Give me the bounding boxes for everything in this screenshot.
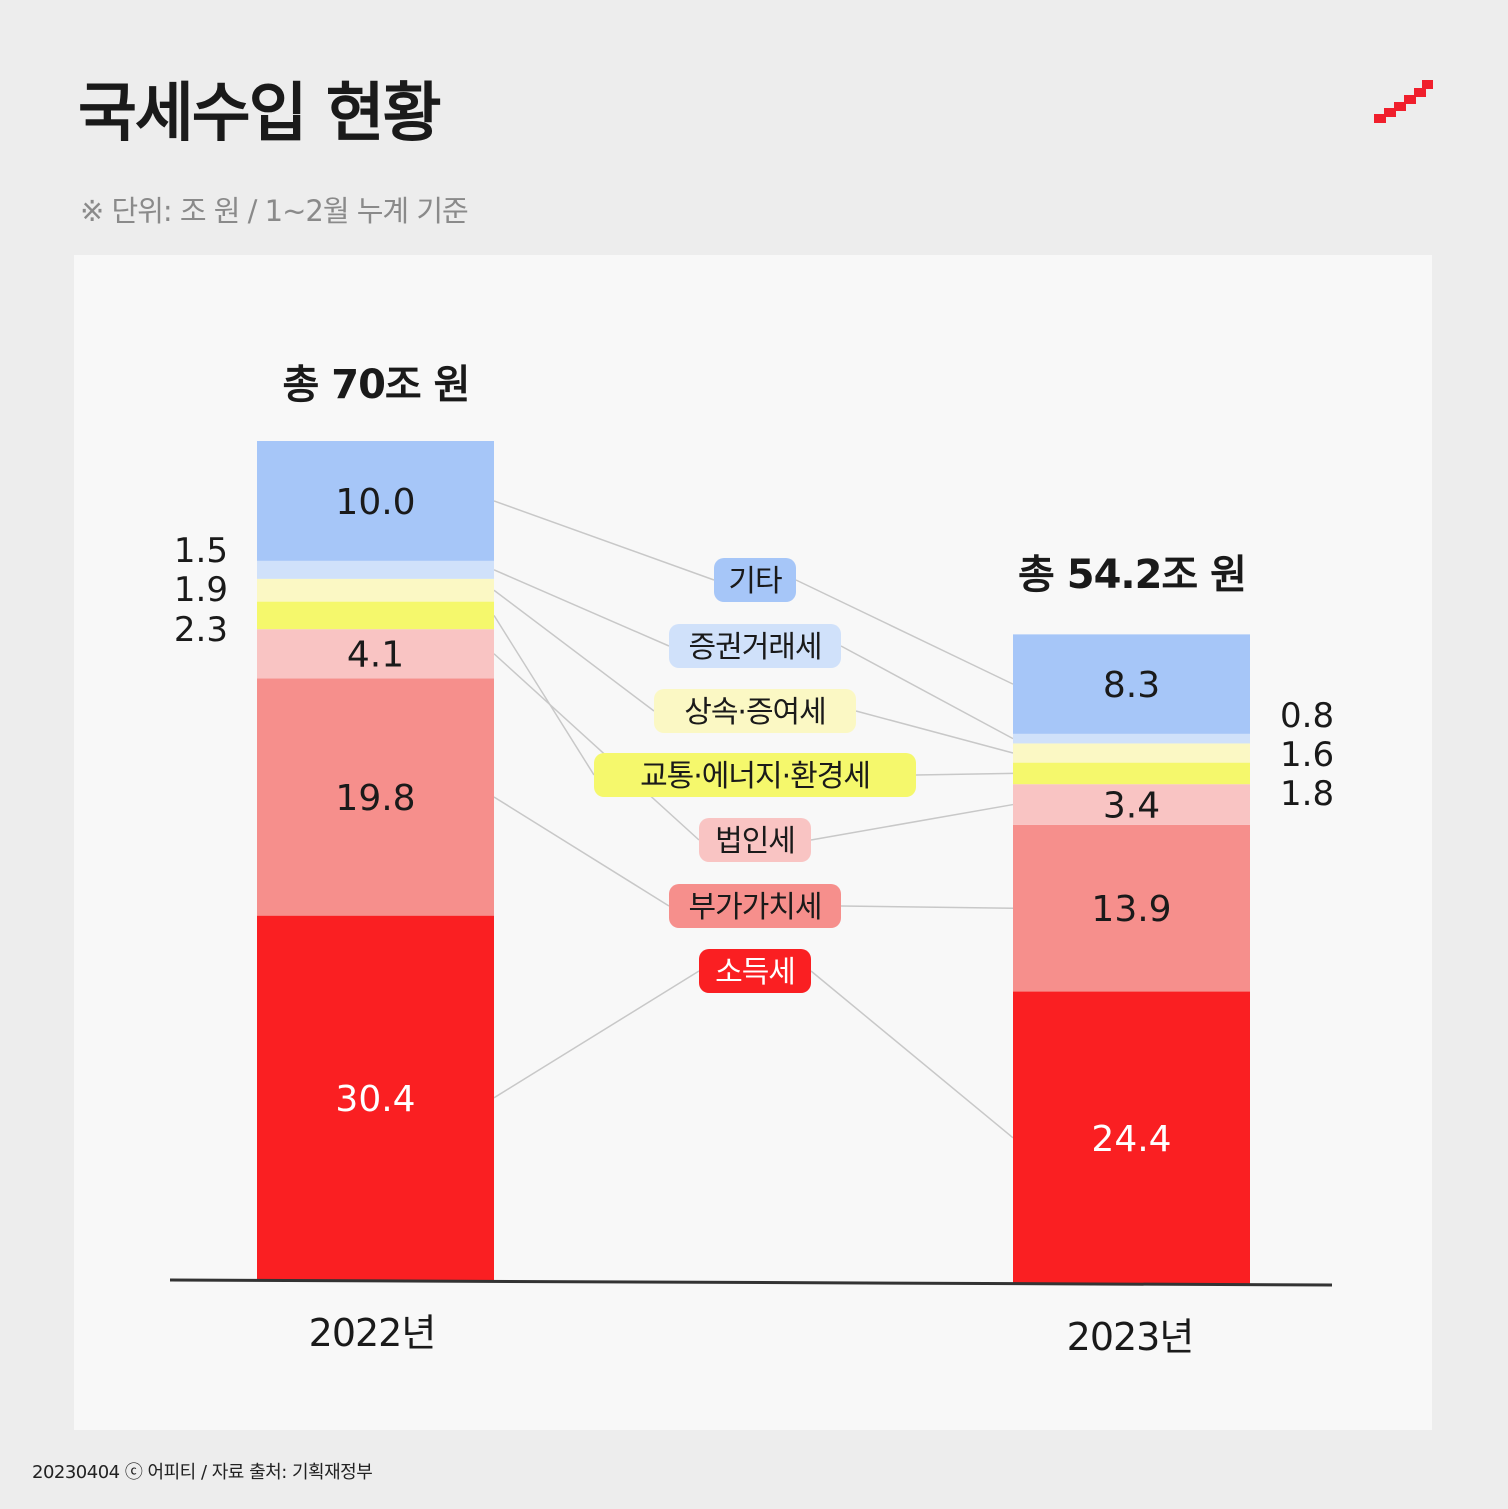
bar-segment-2023-4 [1013,743,1250,763]
connector-left-5 [493,569,670,647]
legend-pill-2 [699,818,811,862]
total-2023: 총 54.2조 원 [1018,552,1246,598]
connector-left-2 [493,653,700,841]
legend-pill-4 [654,689,856,733]
x-tick-2023: 2023년 [1067,1315,1194,1359]
connector-right-4 [855,710,1014,754]
legend-label-2: 법인세 [715,824,795,859]
value-label-2022-2: 4.1 [347,635,404,676]
bar-segment-2023-0 [1013,991,1250,1284]
connector-left-6 [493,500,715,581]
bar-segment-2022-3 [257,601,494,630]
connector-right-5 [840,645,1014,740]
value-labels: 30.4 19.8 4.1 10.0 24.4 13.9 3.4 8.3 1.51.92.3 0.… [174,482,1334,1160]
legend-pill-1 [669,884,841,928]
connector-right-3 [915,772,1014,776]
value-label-2023-5: 0.8 [1280,696,1334,736]
connector-right-6 [795,579,1014,685]
value-label-2023-6: 8.3 [1103,665,1160,706]
brand-logo [1374,80,1433,123]
source-credit: 20230404 ⓒ 어피티 / 자료 출처: 기획재정부 [32,1462,373,1483]
unit-note: ※ 단위: 조 원 / 1~2월 누계 기준 [80,194,469,228]
bar-segment-2023-6 [1013,634,1250,734]
bar-segment-2022-5 [257,560,494,579]
value-label-2023-3: 1.8 [1280,774,1334,814]
bar-segment-2023-1 [1013,824,1250,992]
legend-pill-5 [669,624,841,668]
connector-left-3 [493,614,595,776]
bar-segment-2023-3 [1013,762,1250,785]
bar-segment-2023-5 [1013,733,1250,744]
legend-label-0: 소득세 [715,955,795,990]
connector-left-1 [493,796,670,907]
x-tick-2022: 2022년 [309,1311,436,1355]
legend-pill-3 [594,753,916,797]
connector-right-1 [840,905,1014,909]
connector-lines [493,500,1014,1139]
legend-pill-6 [714,558,796,602]
page-title: 국세수입 현황 [78,77,442,151]
bar-segment-2022-2 [257,629,494,679]
bar-segment-2022-1 [257,678,494,916]
legend-label-4: 상속·증여세 [684,695,826,730]
value-label-2022-5: 1.5 [174,531,228,571]
legend-label-1: 부가가치세 [689,890,822,925]
value-label-2022-0: 30.4 [335,1079,415,1120]
legend-label-6: 기타 [728,564,782,599]
value-label-2023-0: 24.4 [1091,1119,1171,1160]
total-2022: 총 70조 원 [283,362,470,408]
value-label-2023-1: 13.9 [1091,889,1171,930]
bar-segment-2022-0 [257,915,494,1280]
legend-pill-0 [699,949,811,993]
legend-label-5: 증권거래세 [689,630,822,665]
legend-label-3: 교통·에너지·환경세 [640,759,870,794]
bar-segment-2022-4 [257,578,494,602]
bar-segment-2022-6 [257,441,494,561]
value-label-2022-3: 2.3 [174,610,228,650]
connector-right-2 [810,803,1014,841]
connector-left-4 [493,589,655,712]
value-label-2022-4: 1.9 [174,570,228,610]
value-label-2022-1: 19.8 [335,778,415,819]
value-label-2022-6: 10.0 [335,482,415,523]
connector-right-0 [810,970,1014,1139]
connector-left-0 [493,970,700,1099]
value-label-2023-2: 3.4 [1103,786,1160,827]
value-label-2023-4: 1.6 [1280,735,1334,775]
bar-segment-2023-2 [1013,784,1250,825]
bars [257,441,1250,1284]
x-axis-line [169,1278,1333,1287]
